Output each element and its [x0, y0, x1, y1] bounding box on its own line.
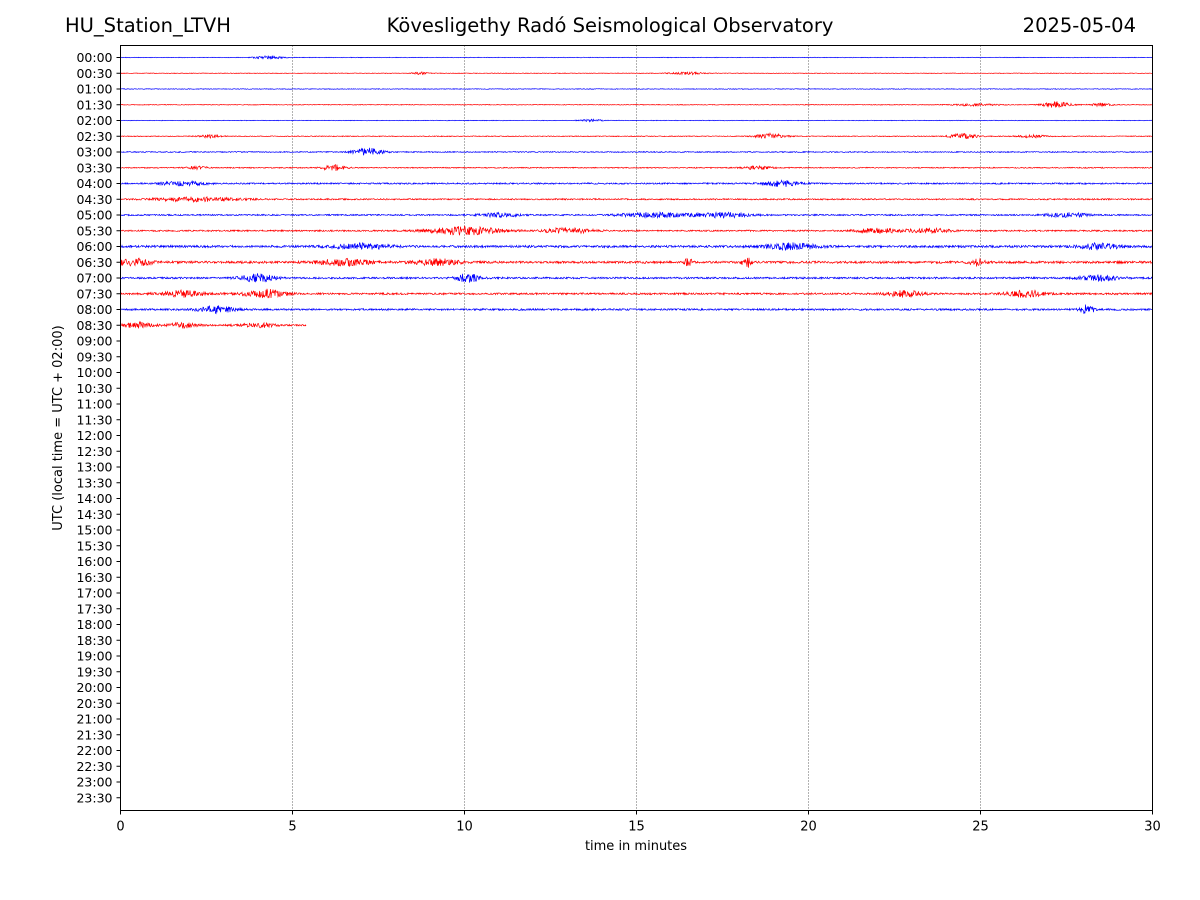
seismogram-traces: [120, 54, 1153, 329]
x-tick-label: 5: [288, 820, 296, 835]
y-tick-label: 06:30: [76, 255, 112, 270]
seismogram-trace: [120, 211, 1153, 220]
y-tick-label: 08:00: [76, 302, 112, 317]
seismogram-trace: [120, 164, 1153, 172]
y-tick-label: 04:00: [76, 176, 112, 191]
seismogram-trace: [120, 118, 1153, 123]
y-tick-label: 13:30: [76, 475, 112, 490]
x-axis-ticks: 0 5 10 15 20 25 30: [116, 810, 1161, 835]
y-tick-label: 05:00: [76, 208, 112, 223]
y-tick-label: 17:00: [76, 586, 112, 601]
y-tick-label: 15:00: [76, 523, 112, 538]
seismogram-trace: [120, 320, 307, 329]
y-tick-label: 01:30: [76, 97, 112, 112]
x-tick-label: 20: [800, 820, 817, 835]
x-tick-label: 30: [1144, 820, 1161, 835]
seismogram-trace: [120, 273, 1153, 284]
y-tick-label: 23:30: [76, 790, 112, 805]
date-label: 2025-05-04: [1022, 14, 1136, 37]
y-tick-label: 22:30: [76, 759, 112, 774]
seismogram-trace: [120, 132, 1153, 140]
x-tick-label: 25: [972, 820, 989, 835]
y-tick-label: 03:00: [76, 145, 112, 160]
x-tick-label: 10: [456, 820, 473, 835]
x-tick-label: 15: [628, 820, 645, 835]
y-tick-label: 21:30: [76, 727, 112, 742]
seismogram-trace: [120, 88, 1153, 90]
y-tick-label: 01:00: [76, 82, 112, 97]
seismogram-trace: [120, 225, 1153, 236]
y-tick-label: 10:00: [76, 365, 112, 380]
y-tick-label: 17:30: [76, 601, 112, 616]
y-tick-label: 12:00: [76, 428, 112, 443]
grid-lines: [292, 45, 981, 811]
y-tick-label: 09:30: [76, 349, 112, 364]
y-tick-label: 06:00: [76, 239, 112, 254]
seismogram-trace: [120, 241, 1153, 251]
y-tick-label: 21:00: [76, 712, 112, 727]
y-tick-label: 02:00: [76, 113, 112, 128]
y-tick-label: 05:30: [76, 223, 112, 238]
y-tick-label: 14:30: [76, 507, 112, 522]
seismogram-trace: [120, 304, 1153, 315]
seismogram-trace: [120, 147, 1153, 156]
x-tick-label: 0: [116, 820, 124, 835]
y-tick-label: 18:30: [76, 633, 112, 648]
y-tick-label: 19:30: [76, 664, 112, 679]
y-tick-label: 11:30: [76, 412, 112, 427]
seismogram-trace: [120, 288, 1153, 299]
seismogram-trace: [120, 179, 1153, 187]
y-tick-label: 08:30: [76, 318, 112, 333]
y-tick-label: 18:00: [76, 617, 112, 632]
seismogram-trace: [120, 54, 1153, 60]
y-axis-label: UTC (local time = UTC + 02:00): [51, 325, 66, 530]
y-tick-label: 11:00: [76, 397, 112, 412]
y-tick-label: 14:00: [76, 491, 112, 506]
y-tick-label: 23:00: [76, 775, 112, 790]
y-tick-label: 00:30: [76, 66, 112, 81]
y-tick-label: 00:00: [76, 50, 112, 65]
y-axis-ticks: 00:0000:3001:0001:3002:0002:3003:0003:30…: [76, 50, 121, 805]
y-tick-label: 03:30: [76, 160, 112, 175]
station-name: HU_Station_LTVH: [65, 14, 231, 37]
y-tick-label: 13:00: [76, 460, 112, 475]
y-tick-label: 20:00: [76, 680, 112, 695]
x-axis-label: time in minutes: [585, 839, 687, 854]
y-tick-label: 04:30: [76, 192, 112, 207]
y-tick-label: 19:00: [76, 649, 112, 664]
y-tick-label: 07:00: [76, 271, 112, 286]
seismogram-trace: [120, 257, 1153, 268]
seismogram-trace: [120, 196, 1153, 204]
y-tick-label: 07:30: [76, 286, 112, 301]
y-tick-label: 02:30: [76, 129, 112, 144]
y-tick-label: 16:00: [76, 554, 112, 569]
y-tick-label: 10:30: [76, 381, 112, 396]
seismogram-trace: [120, 71, 1153, 76]
y-tick-label: 22:00: [76, 743, 112, 758]
y-tick-label: 12:30: [76, 444, 112, 459]
seismogram-trace: [120, 101, 1153, 109]
y-tick-label: 16:30: [76, 570, 112, 585]
y-tick-label: 15:30: [76, 538, 112, 553]
y-tick-label: 20:30: [76, 696, 112, 711]
chart-title: Kövesligethy Radó Seismological Observat…: [386, 14, 834, 37]
y-tick-label: 09:00: [76, 334, 112, 349]
